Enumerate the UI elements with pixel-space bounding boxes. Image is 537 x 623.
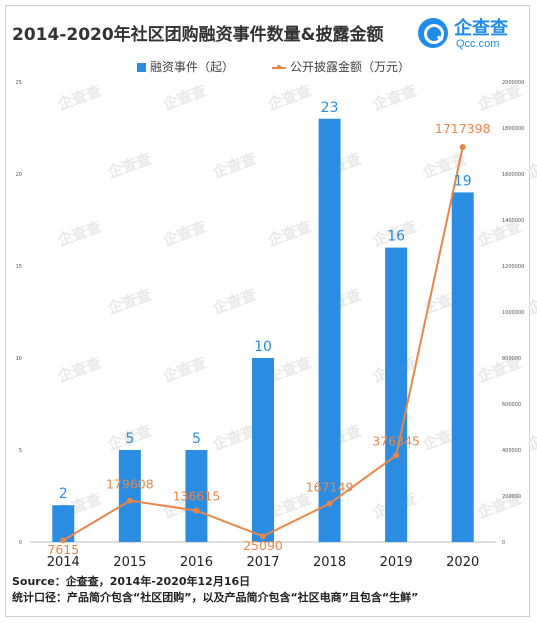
- watermark-text: 企查查: [104, 285, 154, 318]
- bar-2015: [118, 450, 141, 542]
- right-axis-tick-label: 200000: [502, 494, 521, 500]
- line-point-2018: [326, 500, 333, 507]
- watermark-text: 企查查: [54, 81, 104, 114]
- bar-2018: [318, 118, 341, 543]
- bar-2019: [385, 247, 408, 542]
- chart-legend: 融资事件（起） 公开披露金额（万元）: [0, 58, 537, 78]
- right-axis-tick-label: 1800000: [502, 126, 524, 132]
- qcc-logo: 企查查 Qcc.com: [418, 14, 522, 54]
- chart-title: 2014-2020年社区团购融资事件数量&披露金额: [12, 25, 384, 45]
- line-point-2019: [393, 452, 400, 459]
- line-value-label: 7615: [47, 542, 79, 557]
- chart-footer: Source：企查查，2014年-2020年12月16日 统计口径：产品简介包含…: [12, 574, 418, 606]
- bar-2016: [185, 450, 208, 542]
- left-axis-tick-label: 0: [19, 540, 22, 546]
- watermark-text: 企查查: [209, 149, 259, 182]
- watermark-text: 企查查: [54, 353, 104, 386]
- left-axis-tick-label: 20: [16, 172, 22, 178]
- legend-label-line: 公开披露金额（万元）: [290, 60, 411, 74]
- line-point-2017: [260, 533, 266, 540]
- bar-value-label: 10: [254, 339, 272, 355]
- x-axis-label: 2016: [180, 555, 213, 570]
- line-point-2020: [459, 143, 466, 150]
- watermark-text: 企查查: [104, 149, 154, 182]
- x-axis-label: 2015: [113, 555, 146, 570]
- line-point-2014: [60, 537, 67, 544]
- legend-item-line: 公开披露金额（万元）: [272, 58, 410, 75]
- bar-value-label: 5: [192, 431, 201, 447]
- right-axis-tick-label: 400000: [502, 448, 521, 454]
- bar-value-label: 19: [454, 173, 472, 189]
- watermark-text: 企查查: [524, 285, 537, 318]
- legend-line-swatch: [272, 63, 286, 72]
- right-axis-tick-label: 1200000: [502, 264, 524, 270]
- right-axis-tick-label: 2000000: [502, 80, 524, 86]
- bar-value-label: 5: [125, 431, 134, 447]
- line-point-2016: [193, 507, 200, 514]
- right-axis-tick-label: 1000000: [502, 310, 524, 316]
- x-axis-label: 2014: [47, 555, 80, 570]
- left-axis-tick-label: 10: [16, 356, 22, 362]
- x-axis-label: 2017: [246, 555, 279, 570]
- right-axis-tick-label: 1600000: [502, 172, 524, 178]
- chart-frame: [5, 5, 530, 617]
- left-axis-tick-label: 25: [16, 80, 22, 86]
- watermark-text: 企查查: [369, 81, 419, 114]
- left-axis-tick-label: 5: [19, 448, 22, 454]
- watermark-text: 企查查: [264, 217, 314, 250]
- watermark-text: 企查查: [209, 285, 259, 318]
- watermark-text: 企查查: [524, 149, 537, 182]
- qcc-logo-icon: [418, 18, 448, 48]
- legend-item-bars: 融资事件（起）: [137, 58, 234, 75]
- line-value-label: 25090: [243, 538, 283, 553]
- right-axis-tick-label: 0: [502, 540, 505, 546]
- watermark-text: 企查查: [159, 217, 209, 250]
- x-axis-label: 2019: [380, 555, 413, 570]
- line-value-label: 1717398: [435, 121, 491, 136]
- bar-2014: [52, 505, 75, 542]
- watermark-text: 企查查: [264, 81, 314, 114]
- watermark-text: 企查查: [159, 81, 209, 114]
- logo-name: 企查查: [454, 18, 508, 39]
- line-value-label: 167149: [306, 480, 354, 495]
- watermark-text: 企查查: [159, 353, 209, 386]
- right-axis-tick-label: 600000: [502, 402, 521, 408]
- line-point-2015: [126, 497, 133, 504]
- bar-value-label: 16: [387, 229, 405, 245]
- method-note: 统计口径：产品简介包含“社区团购”，以及产品简介包含“社区电商”且包含“生鲜”: [12, 591, 419, 604]
- bar-2017: [252, 358, 274, 542]
- line-value-label: 136615: [173, 489, 221, 504]
- line-value-label: 179608: [106, 477, 154, 492]
- watermark-text: 企查查: [524, 421, 537, 454]
- bar-2020: [451, 192, 474, 542]
- right-axis-tick-label: 800000: [502, 356, 521, 362]
- watermark-text: 企查查: [54, 217, 104, 250]
- watermark-text: 企查查: [474, 81, 524, 114]
- right-axis-tick-label: 1400000: [502, 218, 524, 224]
- x-axis-label: 2018: [313, 555, 346, 570]
- left-axis-tick-label: 15: [16, 264, 22, 270]
- logo-domain: Qcc.com: [456, 38, 500, 50]
- bar-value-label: 2: [59, 486, 68, 502]
- source-note: Source：企查查，2014年-2020年12月16日: [12, 575, 251, 588]
- legend-bar-swatch: [137, 63, 146, 72]
- x-axis-label: 2020: [446, 555, 479, 570]
- line-value-label: 376345: [372, 433, 420, 448]
- legend-label-bars: 融资事件（起）: [150, 60, 235, 74]
- bar-value-label: 23: [321, 100, 339, 116]
